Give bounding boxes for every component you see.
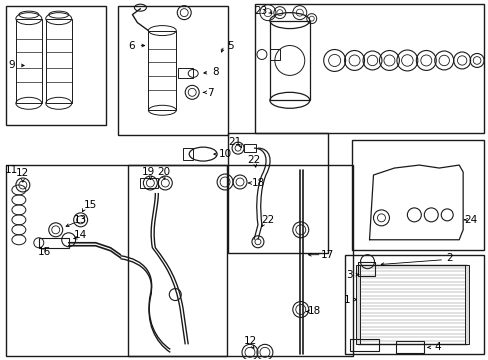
Bar [349,339,379,351]
Text: 21: 21 [228,137,241,147]
Bar [351,140,483,250]
Text: 6: 6 [128,41,135,50]
Text: 11: 11 [5,165,19,175]
Bar [39,238,68,248]
Text: 13: 13 [74,215,87,225]
Bar [140,178,158,188]
Bar [269,21,309,100]
Bar [183,148,193,160]
Text: 12: 12 [16,168,29,178]
Text: 15: 15 [84,200,97,210]
Text: 18: 18 [251,178,264,188]
Text: 18: 18 [307,306,321,316]
Text: 12: 12 [243,336,256,346]
Text: 20: 20 [157,167,169,177]
Text: 10: 10 [218,149,231,159]
Bar [269,49,279,60]
Bar [357,262,375,276]
Text: 1: 1 [344,294,350,305]
Bar [396,341,424,353]
Text: 5: 5 [226,41,233,50]
Text: 17: 17 [321,250,334,260]
Text: 22: 22 [247,155,260,165]
Text: 4: 4 [433,342,440,352]
Bar [148,31,176,110]
Text: 3: 3 [346,270,352,280]
Bar [244,144,255,152]
Text: 24: 24 [464,215,477,225]
Text: 22: 22 [261,215,274,225]
Text: 16: 16 [38,247,51,257]
Bar [6,6,105,125]
Bar [128,165,352,356]
Text: 19: 19 [142,167,155,177]
Bar [227,133,327,253]
Bar [344,255,483,354]
Bar [464,265,468,345]
Text: 8: 8 [211,67,218,77]
Bar [6,165,226,356]
Bar [16,19,41,103]
Bar [118,6,227,135]
Bar [46,19,72,103]
Text: 2: 2 [445,253,451,263]
Text: 7: 7 [206,88,213,98]
Text: 9: 9 [9,60,15,71]
Text: 23: 23 [254,6,267,15]
Bar [254,4,483,133]
Bar [357,265,466,345]
Text: 14: 14 [74,230,87,240]
Bar [178,68,193,78]
Bar [355,265,359,345]
